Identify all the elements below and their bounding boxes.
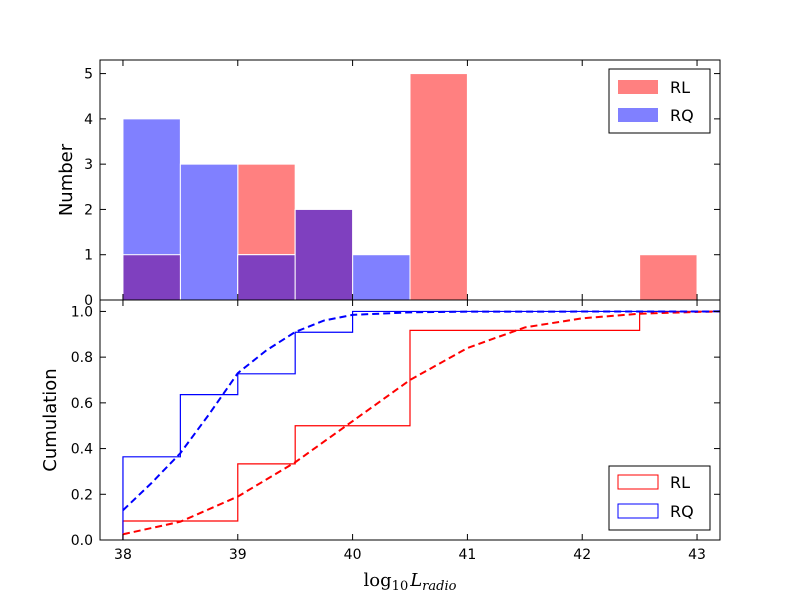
histogram-legend: RL RQ (608, 68, 711, 134)
histogram-legend-rq-label: RQ (670, 106, 694, 125)
histogram-y-label: Number (56, 143, 77, 216)
histogram-y-tick-label: 5 (84, 67, 93, 83)
cumulation-x-tick-label: 43 (688, 547, 706, 563)
histogram-bar-rl (639, 254, 698, 301)
cumulation-x-tick-label: 40 (344, 547, 362, 563)
histogram-panel: 0 1 2 3 4 5 Number RL RQ (56, 59, 721, 309)
histogram-bar-rq (352, 254, 411, 301)
histogram-legend-rl-swatch (618, 80, 658, 94)
histogram-legend-rq-swatch (618, 108, 658, 122)
histogram-bar-overlap (237, 254, 296, 301)
cumulation-x-tick-label: 41 (458, 547, 476, 563)
histogram-y-tick-label: 4 (84, 112, 93, 128)
cumulation-legend-box (608, 465, 711, 531)
histogram-y-tick-label: 0 (84, 293, 93, 309)
cumulation-panel: 0.0 0.2 0.4 0.6 0.8 1.0 38 39 40 41 42 43 Cumulati… (40, 299, 721, 594)
histogram-y-tick-label: 3 (84, 157, 93, 173)
histogram-bar-rl (409, 73, 468, 301)
cumulation-y-ticks: 0.0 0.2 0.4 0.6 0.8 1.0 (71, 304, 720, 549)
histogram-y-tick-label: 2 (84, 202, 93, 218)
cumulation-y-label: Cumulation (40, 368, 61, 471)
histogram-bar-rq (179, 163, 239, 301)
cumulation-legend-rl-swatch (617, 474, 659, 490)
histogram-y-tick-label: 1 (84, 248, 93, 264)
cumulation-y-tick-label: 0.4 (71, 442, 93, 458)
cumulation-y-tick-label: 0.2 (71, 487, 93, 503)
cumulation-fit-rl (122, 310, 721, 536)
histogram-bar-overlap (294, 208, 354, 301)
histogram-x-ticks (122, 60, 698, 300)
cumulation-lines (122, 310, 721, 540)
cumulation-legend-rq-swatch (617, 503, 659, 519)
cumulation-x-ticks: 38 39 40 41 42 43 (114, 300, 706, 563)
cumulation-fit-rq (122, 310, 721, 512)
histogram-legend-box (608, 68, 711, 134)
cumulation-axes-frame (99, 299, 721, 541)
histogram-bar-overlap (122, 254, 181, 301)
cumulation-x-tick-label: 39 (229, 547, 247, 563)
cumulation-y-tick-label: 0.0 (71, 533, 93, 549)
cumulation-y-tick-label: 0.6 (71, 396, 93, 412)
cumulation-y-tick-label: 0.8 (71, 350, 93, 366)
cumulation-legend-rq-label: RQ (670, 502, 694, 521)
cumulation-y-tick-label: 1.0 (71, 304, 93, 320)
cumulation-x-tick-label: 38 (114, 547, 132, 563)
histogram-legend-rl-label: RL (670, 78, 690, 97)
cumulation-legend-rl-label: RL (670, 473, 690, 492)
cumulation-step-rl (122, 310, 720, 540)
cumulation-legend: RL RQ (608, 465, 711, 531)
histogram-bars (122, 73, 698, 301)
cumulation-x-tick-label: 42 (573, 547, 591, 563)
cumulation-x-label: log10 Lradio (364, 570, 457, 594)
